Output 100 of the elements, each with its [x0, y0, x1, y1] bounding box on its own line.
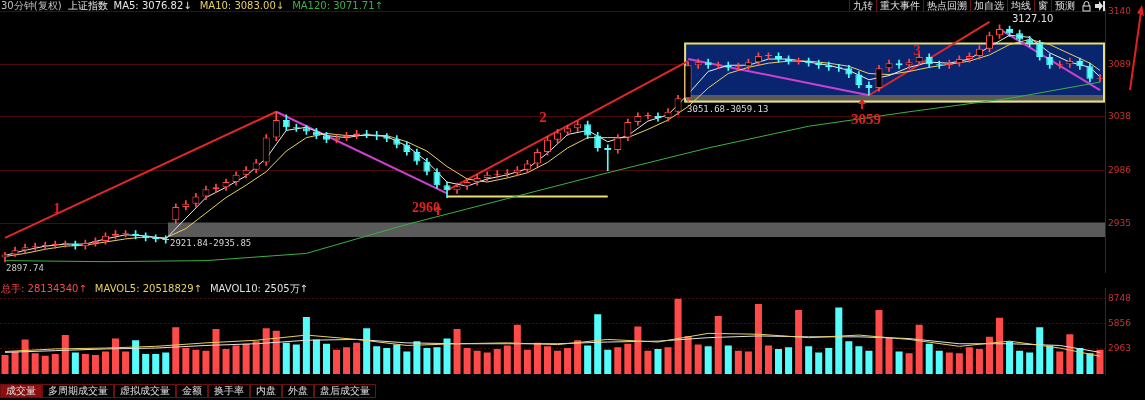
annotation: 九转: [849, 0, 876, 12]
annotation: 重大事件: [876, 0, 923, 12]
text: MAVOL10: 2505万↑: [209, 283, 308, 294]
bar: [101, 351, 109, 374]
bar: [373, 346, 381, 374]
bar: [965, 347, 973, 374]
bar: [91, 354, 99, 374]
bar: [322, 343, 330, 374]
bar: [423, 348, 431, 374]
bar: [785, 347, 793, 374]
bar: [473, 350, 481, 374]
bar: [162, 352, 170, 374]
bar: [925, 343, 933, 374]
y-tick-label: 5856: [1108, 317, 1132, 328]
bar: [885, 337, 893, 374]
text: MA120: 3071.71↑: [292, 0, 383, 11]
bar: [403, 351, 411, 374]
annotation: 加自选: [970, 0, 1007, 12]
bar: [614, 347, 622, 374]
bar: [574, 340, 582, 374]
bar: [81, 354, 89, 374]
text: 多周期成交量: [42, 384, 114, 398]
y-tick-label: 3089: [1108, 58, 1132, 69]
bar: [1056, 351, 1064, 374]
bar: [895, 351, 903, 374]
bar: [594, 314, 602, 374]
bar: [955, 353, 963, 374]
text: 盘后成交量: [314, 384, 376, 398]
bar: [182, 348, 190, 374]
bar: [845, 341, 853, 374]
text: 换手率: [208, 384, 250, 398]
bar: [795, 310, 803, 374]
bar: [905, 353, 913, 374]
text: 外盘: [282, 384, 314, 398]
bar: [1066, 334, 1074, 374]
bar: [393, 344, 401, 374]
bar: [513, 324, 521, 374]
bar: [122, 351, 130, 374]
bar: [493, 348, 501, 374]
bar: [453, 329, 461, 374]
text: 总手: 28134340↑: [1, 283, 87, 294]
text: 虚拟成交量: [114, 384, 176, 398]
bar: [343, 347, 351, 374]
bar: [333, 349, 341, 374]
bar: [1076, 348, 1084, 374]
bar: [915, 324, 923, 374]
bar: [41, 355, 49, 374]
bar: [353, 342, 361, 374]
bar: [865, 350, 873, 374]
chart-subtitle: 上证指数: [67, 0, 108, 11]
bar: [232, 345, 240, 374]
annotation: 3127.10: [1012, 12, 1054, 24]
bar: [684, 335, 692, 374]
bar: [282, 342, 290, 374]
bar: [61, 335, 69, 374]
bar: [835, 307, 843, 374]
bar: [172, 327, 180, 374]
text: MAVOL5: 20518829↑: [94, 283, 202, 294]
y-tick-label: 3140: [1108, 5, 1132, 16]
annotation: 2: [539, 108, 547, 125]
bar: [935, 350, 943, 374]
bar: [31, 353, 39, 374]
annotation: 2897.74: [6, 263, 44, 274]
bar: [1, 354, 9, 374]
bar: [192, 349, 200, 374]
bar: [744, 351, 752, 374]
bar: [363, 328, 371, 374]
bar: [51, 354, 59, 374]
bar: [302, 316, 310, 374]
bar: [825, 348, 833, 374]
bar: [644, 350, 652, 374]
bar: [292, 344, 300, 374]
text: MA10: 3083.00↓: [199, 0, 285, 11]
chart-title: 30分钟(复权): [1, 0, 62, 11]
bar: [624, 343, 632, 374]
bar: [533, 342, 541, 374]
bar: [312, 339, 320, 374]
bar: [71, 352, 79, 374]
bar: [985, 336, 993, 374]
bar: [855, 346, 863, 374]
bar: [262, 328, 270, 374]
text: MA5: 3076.82↓: [113, 0, 192, 11]
bar: [604, 349, 612, 374]
bar: [704, 346, 712, 374]
band-label: 2921.84-2935.85: [169, 237, 252, 248]
text: 成交量: [0, 384, 42, 398]
y-tick-label: 2986: [1108, 165, 1132, 176]
bar: [674, 298, 682, 374]
bar: [1016, 350, 1024, 374]
bar: [714, 316, 722, 374]
bar: [996, 317, 1004, 374]
bar: [433, 347, 441, 374]
bar: [202, 350, 210, 374]
bar: [654, 348, 662, 374]
bar: [1026, 352, 1034, 374]
bar: [1036, 327, 1044, 374]
bar: [754, 303, 762, 374]
bar: [142, 354, 150, 374]
bar: [112, 338, 120, 374]
y-tick-label: 2935: [1108, 217, 1131, 228]
